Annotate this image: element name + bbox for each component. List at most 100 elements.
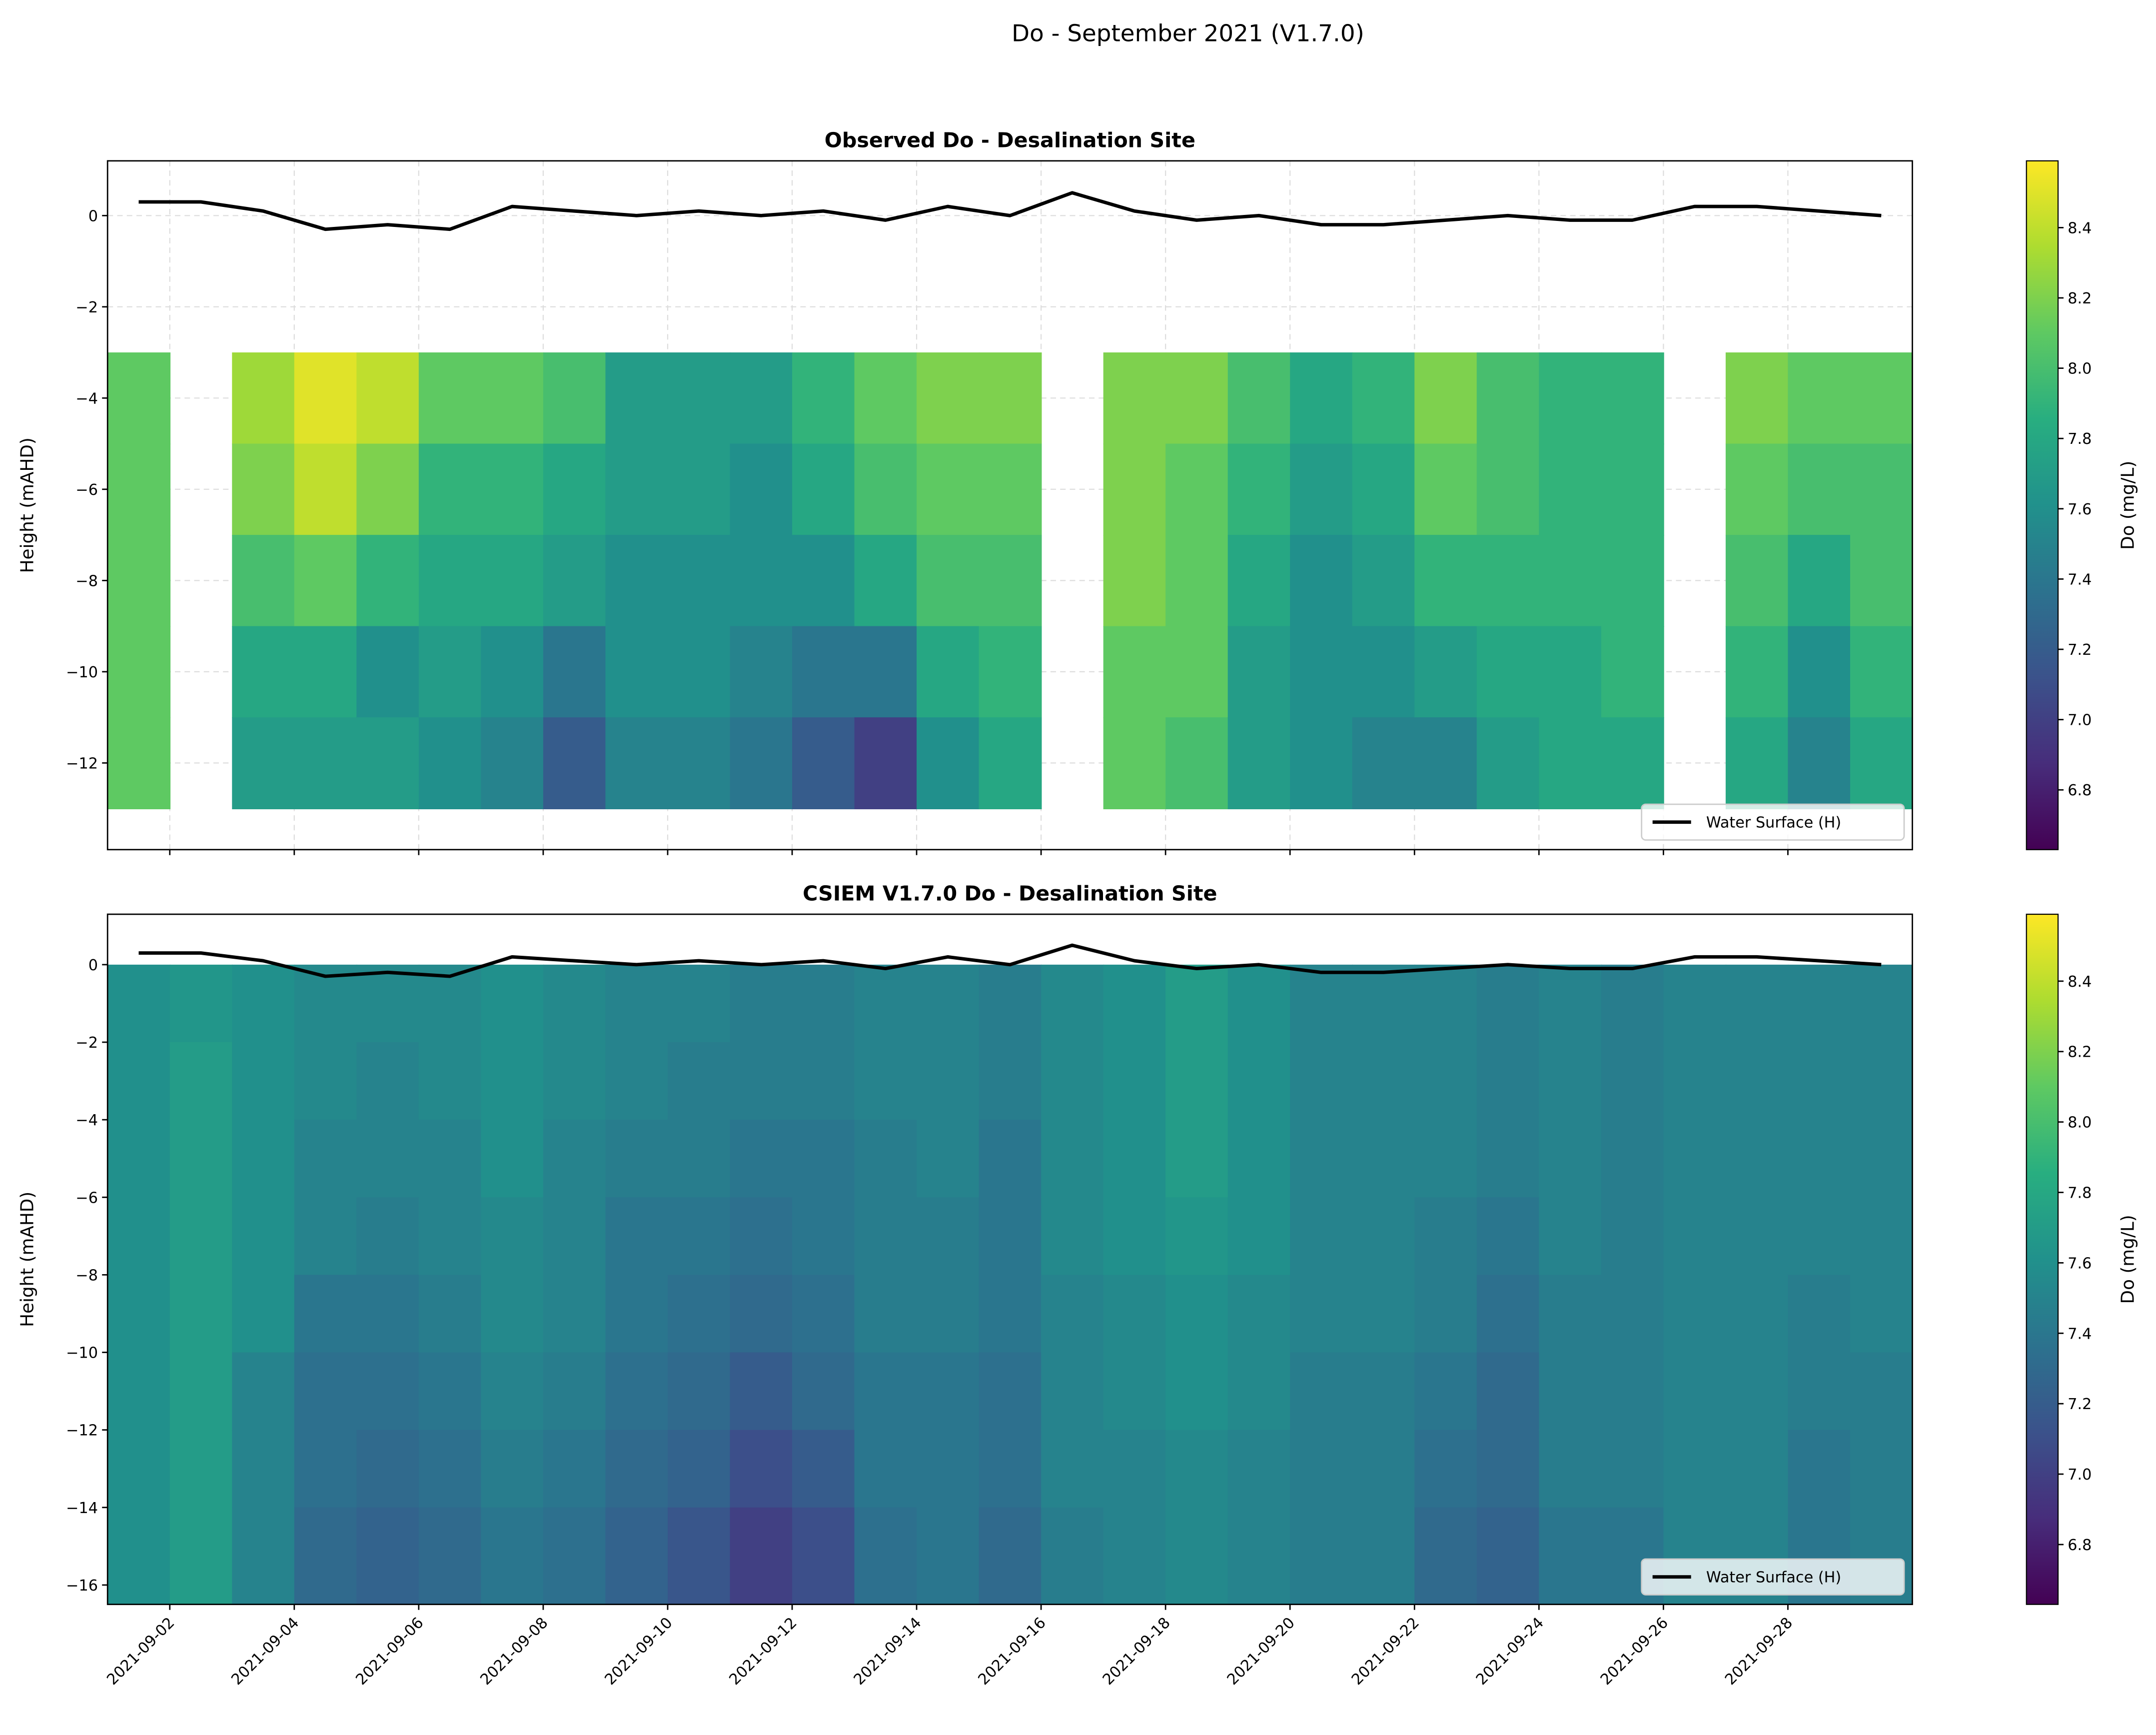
heatmap-cell: [543, 1507, 606, 1605]
heatmap-cell: [1725, 626, 1789, 718]
heatmap-cell: [792, 535, 855, 627]
heatmap-cell: [854, 1352, 918, 1431]
heatmap-cell: [605, 1042, 669, 1121]
y-tick-label: −14: [66, 1500, 98, 1517]
y-tick-label: −12: [66, 1422, 98, 1440]
heatmap-cell: [481, 964, 544, 1043]
heatmap-cell: [481, 535, 544, 627]
heatmap-cell: [917, 626, 980, 718]
heatmap-cell: [1041, 1352, 1104, 1431]
heatmap-cell: [667, 1275, 731, 1353]
heatmap-cell: [543, 352, 606, 444]
colorbar-tick-label: 8.0: [2068, 360, 2092, 378]
heatmap-cell: [1476, 1120, 1540, 1198]
heatmap-cell: [917, 535, 980, 627]
heatmap-cell: [730, 1430, 793, 1509]
heatmap-cell: [169, 1430, 233, 1509]
heatmap-cell: [1041, 964, 1104, 1043]
heatmap-cell: [1601, 1042, 1664, 1121]
x-tick-label: 2021-09-24: [1473, 1614, 1547, 1689]
heatmap-cell: [1103, 1430, 1166, 1509]
heatmap-cell: [979, 443, 1042, 536]
heatmap-cell: [232, 964, 295, 1043]
heatmap-cell: [232, 352, 295, 444]
heatmap-cell: [356, 1507, 420, 1605]
heatmap-cell: [543, 626, 606, 718]
heatmap-cell: [418, 443, 482, 536]
heatmap-cell: [730, 1197, 793, 1276]
colorbar-tick-label: 7.4: [2068, 1325, 2092, 1343]
heatmap-cell: [667, 352, 731, 444]
heatmap-cell: [543, 964, 606, 1043]
heatmap-cell: [1539, 626, 1602, 718]
heatmap-cell: [1476, 717, 1540, 809]
heatmap-cell: [917, 443, 980, 536]
heatmap-cell: [1290, 717, 1353, 809]
x-tick-label: 2021-09-12: [726, 1614, 801, 1689]
heatmap-cell: [356, 1430, 420, 1509]
heatmap-cell: [543, 1275, 606, 1353]
heatmap-cell: [1165, 443, 1229, 536]
heatmap-cell: [1725, 535, 1789, 627]
heatmap-cell: [917, 1275, 980, 1353]
heatmap-cell: [854, 717, 918, 809]
heatmap-cell: [917, 1507, 980, 1605]
y-tick-label: −4: [75, 1112, 98, 1129]
heatmap-cell: [1227, 717, 1291, 809]
heatmap-cell: [792, 626, 855, 718]
heatmap-cell: [481, 352, 544, 444]
heatmap-cell: [1414, 1352, 1478, 1431]
heatmap-cell: [1165, 1042, 1229, 1121]
heatmap-cell: [854, 626, 918, 718]
y-tick-label: −10: [66, 1345, 98, 1362]
heatmap-cell: [1788, 1430, 1851, 1509]
heatmap-cell: [481, 443, 544, 536]
heatmap-cell: [1539, 1275, 1602, 1353]
heatmap-cell: [1788, 352, 1851, 444]
heatmap-cell: [232, 1042, 295, 1121]
heatmap-cell: [418, 535, 482, 627]
heatmap-cell: [1725, 1042, 1789, 1121]
colorbar-tick-label: 8.4: [2068, 219, 2092, 237]
heatmap-cell: [1041, 1197, 1104, 1276]
heatmap-cell: [356, 1120, 420, 1198]
axes-frame: [106, 160, 1913, 851]
heatmap-cell: [1227, 1120, 1291, 1198]
heatmap-cell: [294, 1507, 357, 1605]
heatmap-cell: [1725, 1275, 1789, 1353]
heatmap-cell: [1290, 1507, 1353, 1605]
heatmap-cell: [1601, 1120, 1664, 1198]
heatmap-cell: [1165, 1352, 1229, 1431]
heatmap-cell: [1850, 352, 1913, 444]
heatmap-cell: [1788, 1352, 1851, 1431]
heatmap-cell: [792, 1507, 855, 1605]
heatmap-cell: [1414, 1042, 1478, 1121]
heatmap-cell: [169, 964, 233, 1043]
heatmap-cell: [1227, 1352, 1291, 1431]
colorbar-tick-label: 7.0: [2068, 1466, 2092, 1484]
heatmap-cell: [1103, 535, 1166, 627]
heatmap-cell: [1165, 1275, 1229, 1353]
x-tick-label: 2021-09-06: [352, 1614, 427, 1689]
heatmap-cell: [667, 535, 731, 627]
heatmap-cell: [1539, 1430, 1602, 1509]
heatmap-cell: [667, 1507, 731, 1605]
heatmap-cell: [232, 626, 295, 718]
heatmap-cell: [667, 1042, 731, 1121]
heatmap-cell: [1227, 964, 1291, 1043]
heatmap-cell: [1414, 1120, 1478, 1198]
heatmap-cell: [1227, 626, 1291, 718]
heatmap-cell: [1227, 352, 1291, 444]
heatmap-cell: [1850, 964, 1913, 1043]
heatmap-cell: [356, 1275, 420, 1353]
heatmap-cell: [1601, 1352, 1664, 1431]
heatmap-cell: [854, 1042, 918, 1121]
heatmap-cell: [1850, 1197, 1913, 1276]
heatmap-cell: [418, 1042, 482, 1121]
heatmap-cell: [1352, 1275, 1415, 1353]
heatmap-cell: [854, 443, 918, 536]
heatmap-cell: [232, 443, 295, 536]
heatmap-cell: [1290, 1042, 1353, 1121]
heatmap-cell: [169, 1197, 233, 1276]
heatmap-cell: [1539, 1197, 1602, 1276]
